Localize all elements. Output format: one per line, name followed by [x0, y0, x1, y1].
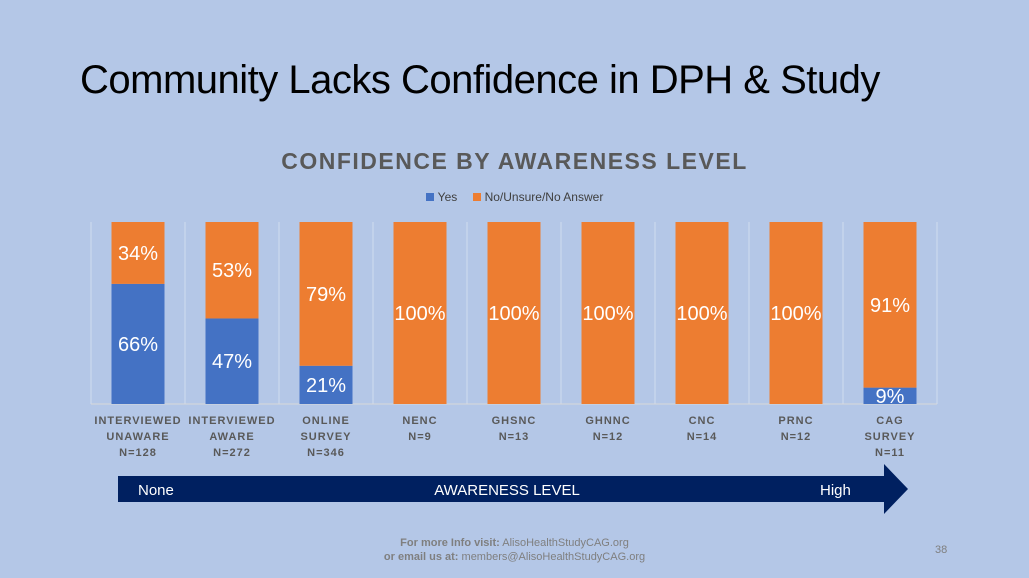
bar-no — [769, 222, 823, 404]
category-label: SURVEY — [864, 431, 915, 443]
data-label: 9% — [876, 386, 905, 408]
category-label: SURVEY — [300, 431, 351, 443]
legend-swatch-yes — [425, 193, 434, 201]
category-label: UNAWARE — [106, 431, 169, 443]
category-label: CAG — [876, 415, 903, 427]
footer-visit-label: For more Info visit: — [400, 537, 500, 549]
category-label: CNC — [689, 415, 716, 427]
legend-label-no: No/Unsure/No Answer — [484, 190, 604, 204]
chart-title: CONFIDENCE BY AWARENESS LEVEL — [281, 148, 748, 174]
data-label: 34% — [118, 243, 158, 265]
category-label: NENC — [402, 415, 437, 427]
legend-item-yes: Yes — [425, 190, 458, 204]
legend-label-yes: Yes — [437, 190, 458, 204]
data-label: 100% — [676, 303, 727, 325]
bar-no — [111, 222, 165, 284]
category-label: N=272 — [213, 447, 251, 459]
bar-yes — [205, 318, 259, 404]
category-label: INTERVIEWED — [188, 415, 275, 427]
data-label: 100% — [394, 303, 445, 325]
data-label: 100% — [770, 303, 821, 325]
data-label: 100% — [582, 303, 633, 325]
bar-no — [299, 222, 353, 366]
category-label: GHSNC — [492, 415, 537, 427]
legend-item-no: No/Unsure/No Answer — [472, 190, 604, 204]
footer-website-link[interactable]: AlisoHealthStudyCAG.org — [502, 537, 629, 549]
bar-yes — [299, 365, 353, 404]
category-label: N=12 — [593, 431, 624, 443]
slide-title: Community Lacks Confidence in DPH & Stud… — [80, 58, 880, 102]
bar-no — [393, 222, 447, 404]
bar-no — [487, 222, 541, 404]
bar-yes — [863, 387, 917, 404]
category-label: N=14 — [687, 431, 718, 443]
footer-email-link[interactable]: members@AlisoHealthStudyCAG.org — [461, 551, 646, 563]
bar-no — [205, 222, 259, 319]
arrow-center-label: AWARENESS LEVEL — [434, 482, 580, 499]
stacked-bar-chart: 66% 34% INTERVIEWED UNAWARE N=128 47% 53% INTER… — [90, 222, 938, 459]
category-label: PRNC — [778, 415, 813, 427]
page-number: 38 — [935, 544, 948, 556]
data-label: 100% — [488, 303, 539, 325]
category-label: INTERVIEWED — [94, 415, 181, 427]
footer: For more Info visit: AlisoHealthStudyCAG… — [0, 536, 1029, 564]
footer-line-2: or email us at: members@AlisoHealthStudy… — [0, 550, 1029, 564]
category-label: ONLINE — [302, 415, 350, 427]
chart-legend: Yes No/Unsure/No Answer — [0, 190, 1029, 204]
footer-line-1: For more Info visit: AlisoHealthStudyCAG… — [0, 536, 1029, 550]
arrow-right-label: High — [820, 482, 851, 499]
bar-yes — [111, 283, 165, 404]
data-label: 21% — [306, 375, 346, 397]
arrow-left-label: None — [138, 482, 174, 499]
category-label: N=13 — [499, 431, 530, 443]
bar-no — [675, 222, 729, 404]
category-label: N=11 — [875, 447, 905, 459]
category-label: N=12 — [781, 431, 812, 443]
category-label: N=9 — [408, 431, 432, 443]
category-label: GHNNC — [585, 415, 630, 427]
data-label: 66% — [118, 334, 158, 356]
data-label: 53% — [212, 260, 252, 282]
awareness-arrow-shape — [118, 464, 908, 514]
category-label: N=128 — [119, 447, 157, 459]
bar-no — [863, 222, 917, 388]
category-label: N=346 — [307, 447, 345, 459]
data-label: 47% — [212, 351, 252, 373]
data-label: 79% — [306, 284, 346, 306]
footer-email-label: or email us at: — [383, 551, 459, 563]
category-label: AWARE — [209, 431, 254, 443]
legend-swatch-no — [472, 193, 481, 201]
bar-no — [581, 222, 635, 404]
data-label: 91% — [870, 295, 910, 317]
